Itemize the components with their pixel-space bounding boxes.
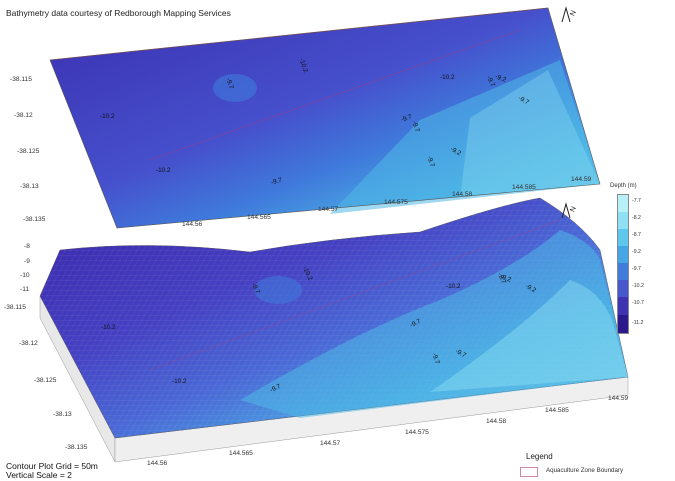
depth-swatch xyxy=(618,246,628,263)
surface-x-tick: 144.57 xyxy=(320,440,341,447)
surface-y-tick: -38.135 xyxy=(65,444,88,451)
surface-contour-label: -10.2 xyxy=(172,378,187,385)
surface-z-tick: -8 xyxy=(24,243,30,250)
depth-swatch xyxy=(618,297,628,315)
top-shallow-zone xyxy=(330,60,600,214)
depth-legend-label: -9.2 xyxy=(632,249,641,255)
top-contour-label: -10.2 xyxy=(440,74,455,81)
top-y-tick: -38.125 xyxy=(17,148,40,155)
north-arrow-top xyxy=(561,6,571,23)
depth-swatch xyxy=(618,315,628,333)
top-x-tick: 144.58 xyxy=(452,191,473,198)
top-x-tick: 144.56 xyxy=(182,221,203,228)
aquaculture-zone-boundary xyxy=(149,29,521,161)
legend-item-label: Aquaculture Zone Boundary xyxy=(546,467,624,474)
surface-z-tick: -9 xyxy=(24,258,30,265)
top-x-tick: 144.59 xyxy=(571,176,592,183)
surface-y-tick: -38.115 xyxy=(4,304,26,311)
top-x-tick: 144.585 xyxy=(512,184,536,191)
surface-x-tick: 144.58 xyxy=(486,418,507,425)
surface-very-shallow-zone xyxy=(430,280,628,392)
boundary-swatch xyxy=(520,467,538,477)
surface-y-tick: -38.13 xyxy=(53,411,72,418)
surface-contour-label: -10.2 xyxy=(101,324,116,331)
top-x-tick: 144.565 xyxy=(247,214,271,221)
surface-z-tick: -10 xyxy=(20,272,30,279)
depth-legend-label: -11.2 xyxy=(632,320,644,326)
depth-swatch xyxy=(618,229,628,246)
legend-title: Legend xyxy=(526,452,553,461)
depth-color-bar xyxy=(617,194,629,334)
top-hump-feature xyxy=(213,74,257,102)
top-y-tick: -38.13 xyxy=(20,183,39,190)
depth-swatch xyxy=(618,280,628,297)
top-contour-map xyxy=(49,7,601,229)
surface-plot xyxy=(39,197,629,463)
surface-z-tick: -11 xyxy=(20,286,30,293)
surface-x-tick: 144.59 xyxy=(608,395,629,402)
vertical-scale-note: Vertical Scale = 2 xyxy=(6,470,72,480)
data-credit: Bathymetry data courtesy of Redborough M… xyxy=(6,8,231,18)
surface-x-tick: 144.565 xyxy=(229,450,253,457)
depth-swatch xyxy=(618,195,628,212)
top-contour-label: -10.2 xyxy=(100,113,115,120)
depth-legend-title: Depth (m) xyxy=(610,183,637,189)
contour-grid-note: Contour Plot Grid = 50m xyxy=(6,461,98,471)
surface-x-tick: 144.575 xyxy=(405,429,429,436)
surface-boundary-line xyxy=(149,219,561,371)
surface-x-tick: 144.585 xyxy=(545,407,569,414)
depth-legend-label: -8.7 xyxy=(632,232,641,238)
surface-y-tick: -38.125 xyxy=(34,377,57,384)
depth-legend-label: -9.7 xyxy=(632,266,641,272)
north-arrow-surface xyxy=(561,202,571,219)
top-map-frame xyxy=(49,7,601,229)
depth-swatch xyxy=(618,263,628,280)
top-very-shallow-zone xyxy=(460,70,600,198)
surface-shallow-zone xyxy=(240,230,628,418)
top-x-tick: 144.57 xyxy=(318,206,339,213)
top-y-tick: -38.115 xyxy=(10,76,32,83)
depth-swatch xyxy=(618,212,628,229)
surface-hump-feature xyxy=(254,276,302,304)
top-y-tick: -38.12 xyxy=(14,112,33,119)
top-x-tick: 144.575 xyxy=(384,199,408,206)
surface-x-tick: 144.56 xyxy=(147,460,168,467)
depth-legend-label: -7.7 xyxy=(632,198,641,204)
depth-legend-label: -8.2 xyxy=(632,215,641,221)
top-y-tick: -38.135 xyxy=(23,216,46,223)
surface-contour-label: -10.2 xyxy=(446,283,461,290)
depth-legend-label: -10.7 xyxy=(632,300,644,306)
depth-legend-label: -10.2 xyxy=(632,283,644,289)
surface-y-tick: -38.12 xyxy=(19,340,38,347)
top-contour-label: -10.2 xyxy=(156,167,171,174)
